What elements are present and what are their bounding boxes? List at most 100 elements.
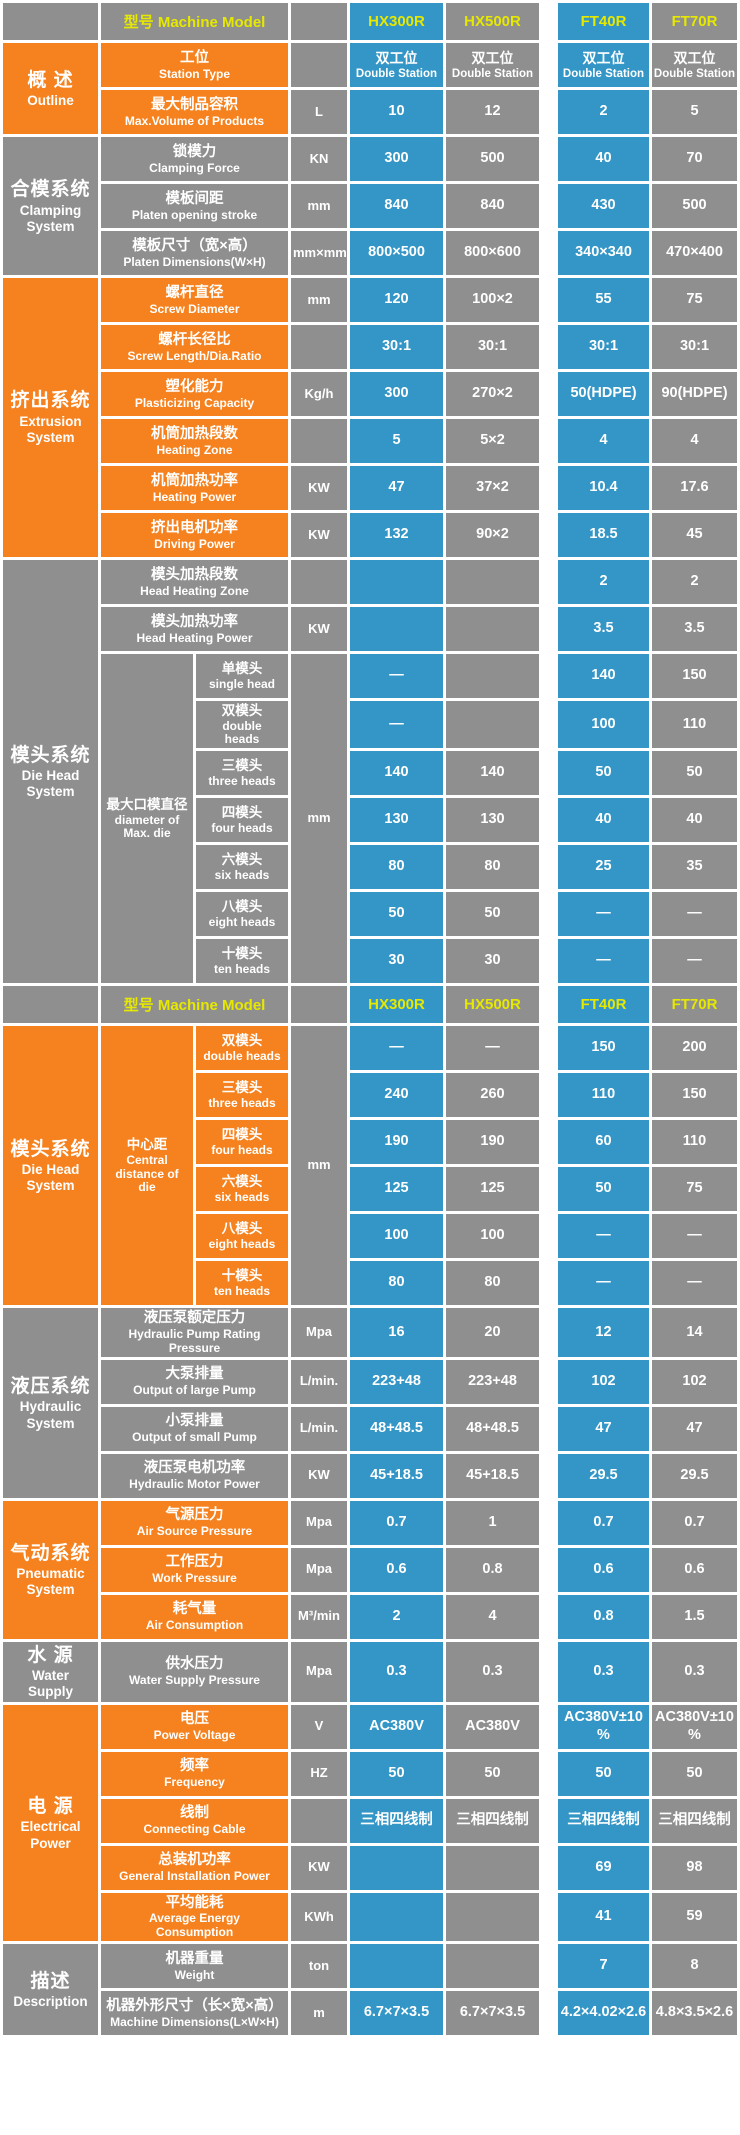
- value-cell: [446, 560, 539, 604]
- value-cell: 3.5: [558, 607, 649, 651]
- value-cell: —: [652, 1214, 737, 1259]
- value-cell: 30: [350, 939, 443, 984]
- value-cell: 840: [446, 184, 539, 228]
- unit-cell: [291, 419, 347, 463]
- value-cell: 125: [446, 1167, 539, 1212]
- value-cell: 8: [652, 1944, 737, 1989]
- param-label-cn: 平均能耗: [165, 1894, 224, 1911]
- group-label-cn: 中心距: [126, 1137, 168, 1153]
- value-cell: 270×2: [446, 372, 539, 416]
- param-label: 频率 Frequency: [101, 1751, 288, 1796]
- param-label: 锁模力 Clamping Force: [101, 137, 288, 181]
- model-header-HX500R: HX500R: [446, 3, 539, 40]
- value-cell: —: [558, 1214, 649, 1259]
- spec-table-body: 型号 Machine Model HX300R HX500R FT40R FT70R 概 …: [3, 3, 737, 2036]
- column-gap: [542, 1548, 555, 1592]
- unit-cell: mm: [291, 654, 347, 984]
- value-cell: 10: [350, 90, 443, 134]
- value-cell: 1: [446, 1500, 539, 1545]
- value-cell: 80: [350, 845, 443, 890]
- group-label-cn: 最大口模直径: [106, 797, 188, 812]
- column-gap: [542, 1501, 555, 1545]
- column-gap: [542, 1991, 555, 2035]
- value-cell: —: [558, 1261, 649, 1306]
- param-label-en: Station Type: [158, 66, 231, 81]
- column-gap: [542, 1026, 555, 1070]
- param-label-cn: 机器外形尺寸（长×宽×高）: [106, 1997, 283, 2014]
- value-en: Double Station: [562, 67, 645, 80]
- value-cell: 0.8: [558, 1594, 649, 1639]
- column-gap: [542, 325, 555, 369]
- param-label-en: Head Heating Power: [136, 630, 253, 645]
- model-header-FT40R: FT40R: [558, 3, 649, 40]
- value-cell: 5×2: [446, 419, 539, 463]
- unit-cell: HZ: [291, 1751, 347, 1796]
- column-gap: [542, 1308, 555, 1356]
- value-cell: 30:1: [652, 325, 737, 369]
- value-cell: —: [350, 1026, 443, 1071]
- model-header-HX500R: HX500R: [446, 986, 539, 1024]
- value-cell: 0.6: [350, 1547, 443, 1592]
- unit-cell: Mpa: [291, 1641, 347, 1702]
- value-cell: 7: [558, 1944, 649, 1989]
- value-cell: 50: [558, 1167, 649, 1212]
- group-label: 中心距 Central distance of die: [101, 1026, 193, 1306]
- unit-cell: Kg/h: [291, 372, 347, 416]
- unit-cell: ton: [291, 1944, 347, 1989]
- value-cell: 50: [446, 1751, 539, 1796]
- unit-cell: L/min.: [291, 1406, 347, 1451]
- sub-label-en: double heads: [222, 718, 262, 747]
- param-label: 机筒加热段数 Heating Zone: [101, 419, 288, 463]
- value-cell: 223+48: [350, 1359, 443, 1404]
- param-label-cn: 液压泵电机功率: [143, 1460, 246, 1477]
- sub-label: 单模头 single head: [196, 654, 288, 698]
- value-cell: 双工位 Double Station: [446, 43, 539, 87]
- param-label-cn: 模板尺寸（宽×高）: [132, 237, 257, 254]
- value-cell: 80: [446, 845, 539, 890]
- param-label-cn: 工位: [180, 49, 209, 66]
- value-cn: 双工位: [582, 49, 625, 66]
- value-cell: 340×340: [558, 231, 649, 275]
- param-label: 工作压力 Work Pressure: [101, 1547, 288, 1592]
- param-label: 机器外形尺寸（长×宽×高） Machine Dimensions(L×W×H): [101, 1991, 288, 2036]
- sub-label: 双模头 double heads: [196, 701, 288, 749]
- unit-cell: m: [291, 1991, 347, 2036]
- value-cell: 48+48.5: [350, 1406, 443, 1451]
- column-gap: [542, 1799, 555, 1843]
- section-extrusion-system: 挤出系统 Extrusion System: [3, 278, 98, 557]
- value-cn: 双工位: [375, 49, 418, 66]
- param-label-en: Connecting Cable: [143, 1822, 246, 1837]
- value-cell: 300: [350, 137, 443, 181]
- section-label-en: Hydraulic System: [19, 1399, 82, 1431]
- value-cell: 30: [446, 939, 539, 984]
- param-label-en: Machine Dimensions(L×W×H): [110, 2014, 279, 2029]
- column-gap: [542, 90, 555, 134]
- value-cn: 双工位: [471, 49, 514, 66]
- section-clamping-system: 合模系统 Clamping System: [3, 137, 98, 275]
- sub-label-en: four heads: [211, 821, 273, 836]
- param-label-en: Platen opening stroke: [131, 207, 258, 222]
- value-cell: 50: [446, 892, 539, 937]
- column-gap: [542, 1454, 555, 1498]
- value-cell: 4: [558, 419, 649, 463]
- column-gap: [542, 798, 555, 842]
- value-cell: 150: [652, 654, 737, 698]
- value-cell: 0.3: [350, 1641, 443, 1702]
- param-label-en: Frequency: [164, 1775, 225, 1790]
- value-cell: 0.3: [558, 1641, 649, 1702]
- value-cell: 10.4: [558, 466, 649, 510]
- value-cell: 双工位 Double Station: [652, 43, 737, 87]
- sub-label-cn: 三模头: [221, 1080, 263, 1096]
- param-label-en: Hydraulic Motor Power: [129, 1477, 260, 1492]
- column-gap: [542, 701, 555, 748]
- sub-label: 双模头 double heads: [196, 1026, 288, 1071]
- param-label-en: Heating Zone: [156, 442, 233, 457]
- column-gap: [542, 654, 555, 698]
- spec-table: 型号 Machine Model HX300R HX500R FT40R FT70R 概 …: [3, 3, 737, 2036]
- value-cell: [446, 1892, 539, 1942]
- machine-model-header: 型号 Machine Model: [101, 986, 288, 1024]
- param-label: 电压 Power Voltage: [101, 1704, 288, 1749]
- value-cell: 500: [652, 184, 737, 228]
- param-label-en: Air Consumption: [145, 1618, 244, 1633]
- value-cell: 0.8: [446, 1547, 539, 1592]
